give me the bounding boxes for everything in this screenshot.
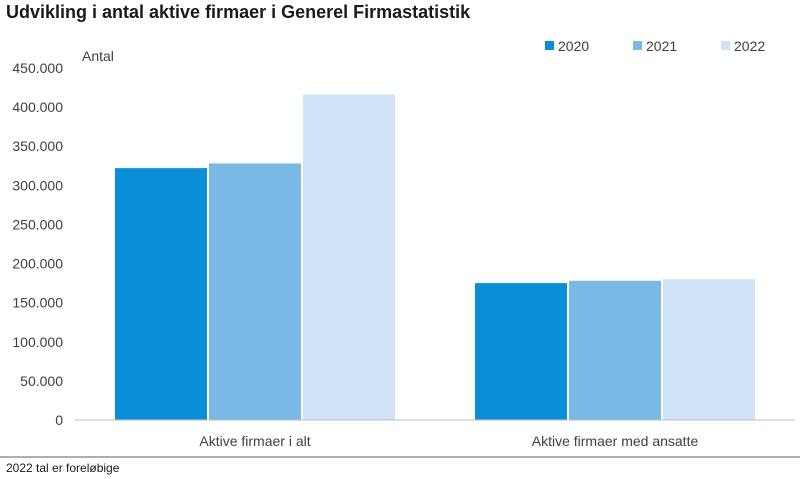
category-labels: Aktive firmaer i alt Aktive firmaer med a… [199, 433, 698, 449]
bars [115, 94, 755, 421]
y-tick-label: 300.000 [12, 177, 63, 193]
y-axis-ticks: 0 50.000 100.000 150.000 200.000 250.000 300.0… [12, 60, 63, 428]
y-tick-label: 250.000 [12, 216, 63, 232]
legend-label-2021: 2021 [646, 38, 677, 54]
bar-2022-1 [303, 94, 395, 421]
chart-title: Udvikling i antal aktive firmaer i Gener… [6, 2, 471, 22]
y-tick-label: 100.000 [12, 334, 63, 350]
y-axis-unit-label: Antal [82, 48, 114, 64]
y-tick-label: 400.000 [12, 99, 63, 115]
bar-2021-1 [209, 163, 301, 421]
bar-2022-2 [663, 279, 755, 420]
y-tick-label: 150.000 [12, 295, 63, 311]
y-tick-label: 350.000 [12, 138, 63, 154]
bar-2021-2 [569, 280, 661, 420]
footnote: 2022 tal er foreløbige [6, 461, 120, 475]
y-tick-label: 0 [55, 412, 63, 428]
y-tick-label: 450.000 [12, 60, 63, 76]
legend-swatch-2022 [721, 41, 730, 50]
legend-label-2020: 2020 [558, 38, 589, 54]
y-tick-label: 50.000 [20, 373, 63, 389]
legend-label-2022: 2022 [734, 38, 765, 54]
bar-2020-1 [115, 168, 207, 420]
bar-2020-2 [475, 283, 567, 420]
y-tick-label: 200.000 [12, 256, 63, 272]
legend-swatch-2020 [545, 41, 554, 50]
category-label: Aktive firmaer i alt [199, 433, 310, 449]
legend: 2020 2021 2022 [545, 38, 765, 54]
legend-swatch-2021 [633, 41, 642, 50]
category-label: Aktive firmaer med ansatte [532, 433, 699, 449]
